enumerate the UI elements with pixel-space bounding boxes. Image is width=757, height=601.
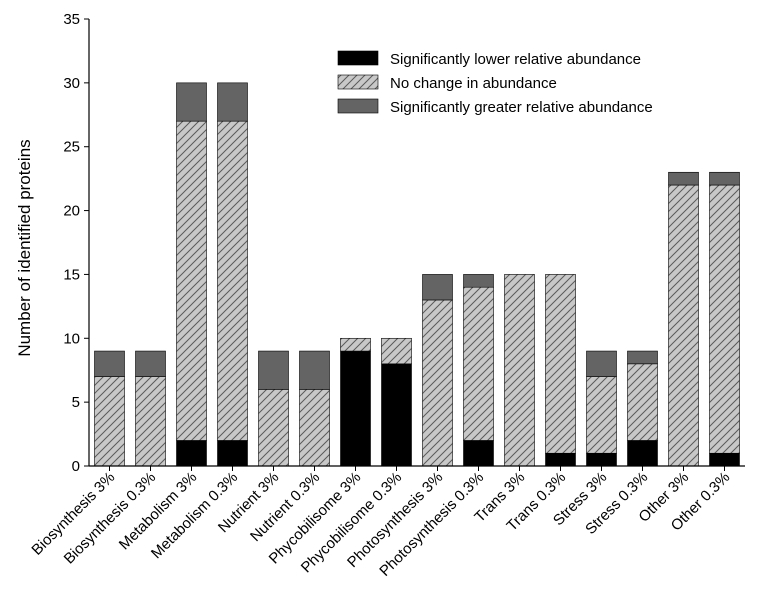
legend: Significantly lower relative abundance No… <box>337 50 653 116</box>
bar-segment-0-13 <box>627 440 658 467</box>
bars-layer <box>94 82 740 467</box>
y-tick-label: 0 <box>72 458 80 475</box>
bar-segment-1-6 <box>340 337 371 352</box>
y-tick-label: 15 <box>63 266 80 283</box>
bar-segment-1-13 <box>627 363 658 441</box>
bar-segment-1-5 <box>299 389 330 467</box>
y-axis-title: Number of identified proteins <box>15 139 34 356</box>
bar-segment-1-0 <box>94 376 125 467</box>
bar-segment-0-12 <box>586 452 617 467</box>
bar-segment-2-14 <box>668 171 699 186</box>
bar-segment-2-8 <box>422 274 453 301</box>
legend-swatch-1 <box>337 74 379 90</box>
bar-segment-1-3 <box>217 120 248 441</box>
bar-segment-1-9 <box>463 286 494 441</box>
bar-segment-1-7 <box>381 337 412 365</box>
legend-swatch-2 <box>337 98 379 114</box>
bar-segment-0-3 <box>217 440 248 467</box>
legend-swatch-0 <box>337 50 379 66</box>
bar-segment-1-2 <box>176 120 207 441</box>
bar-segment-0-6 <box>340 350 371 467</box>
bar-segment-1-1 <box>135 376 166 467</box>
bar-segment-1-15 <box>709 184 740 454</box>
bar-segment-0-15 <box>709 452 740 467</box>
bar-segment-1-14 <box>668 184 699 467</box>
bar-segment-0-9 <box>463 440 494 467</box>
bar-segment-2-5 <box>299 350 330 390</box>
bar-segment-2-0 <box>94 350 125 377</box>
y-tick-label: 35 <box>63 11 80 28</box>
y-tick-label: 10 <box>63 330 80 347</box>
y-tick-label: 5 <box>72 394 80 411</box>
legend-label-2: Significantly greater relative abundance <box>390 99 653 116</box>
bar-segment-2-3 <box>217 82 248 122</box>
bar-segment-0-11 <box>545 452 576 467</box>
legend-label-1: No change in abundance <box>390 75 557 92</box>
bar-segment-2-1 <box>135 350 166 377</box>
bar-segment-1-12 <box>586 376 617 454</box>
bar-segment-0-2 <box>176 440 207 467</box>
bar-segment-1-10 <box>504 274 535 467</box>
bar-segment-2-2 <box>176 82 207 122</box>
legend-label-0: Significantly lower relative abundance <box>390 51 641 68</box>
y-tick-label: 30 <box>63 75 80 92</box>
bar-segment-2-4 <box>258 350 289 390</box>
y-tick-label: 20 <box>63 203 80 220</box>
bar-segment-2-15 <box>709 171 740 186</box>
y-tick-label: 25 <box>63 139 80 156</box>
bar-segment-2-9 <box>463 274 494 288</box>
bar-segment-0-7 <box>381 363 412 467</box>
bar-segment-2-12 <box>586 350 617 377</box>
bar-segment-1-11 <box>545 274 576 454</box>
axes-layer: Biosynthesis 3%Biosynthesis 0.3%Metaboli… <box>28 11 745 580</box>
bar-segment-2-13 <box>627 350 658 365</box>
bar-segment-1-4 <box>258 389 289 467</box>
bar-segment-1-8 <box>422 299 453 467</box>
